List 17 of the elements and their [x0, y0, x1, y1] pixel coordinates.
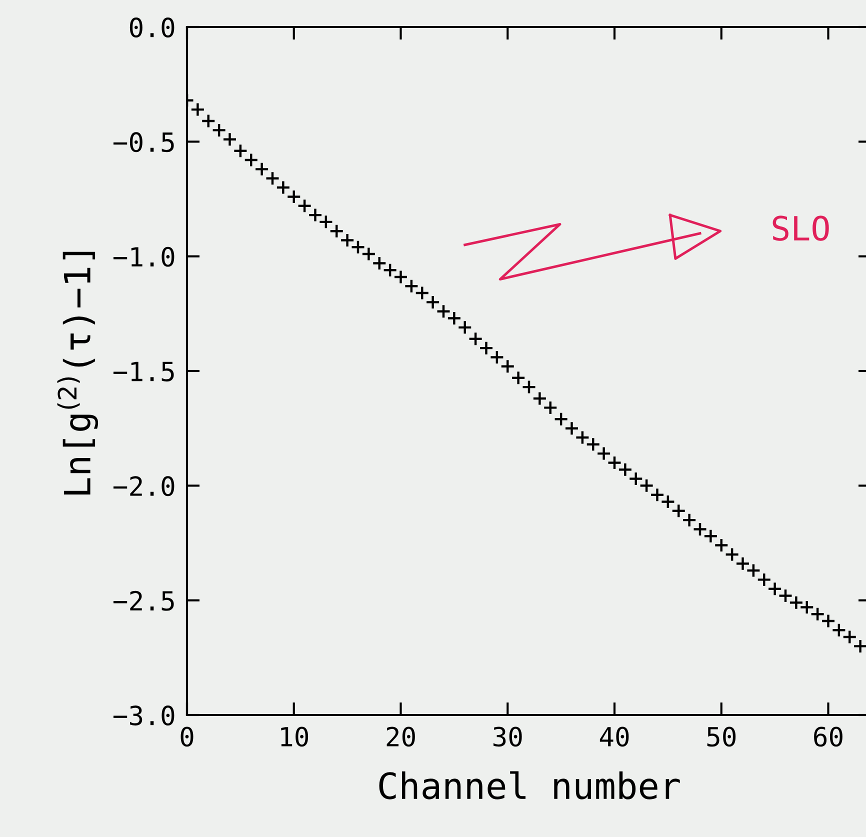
- y-tick-label: −1.0: [113, 246, 174, 267]
- y-tick-label: −3.0: [113, 706, 174, 726]
- y-tick-label: 0.0: [130, 18, 174, 38]
- y-tick-label: −2.0: [113, 476, 174, 496]
- x-tick-label: 0: [180, 726, 194, 747]
- x-tick-label: 40: [600, 726, 629, 747]
- x-tick-label: 60: [814, 726, 842, 747]
- x-tick-label: 30: [494, 726, 522, 747]
- x-tick-label: 10: [281, 726, 308, 747]
- x-tick-label: 20: [386, 726, 415, 747]
- y-tick-label: −0.5: [113, 132, 174, 152]
- annotation: SLO: [772, 216, 829, 241]
- x-tick-label: 50: [707, 726, 736, 747]
- y-axis-title: Ln[g$^{(2)}$(τ)−1]: [57, 252, 98, 494]
- x-axis-title: Channel number: [379, 771, 680, 800]
- y-tick-label: −2.5: [113, 590, 174, 611]
- y-tick-label: −1.5: [113, 362, 174, 382]
